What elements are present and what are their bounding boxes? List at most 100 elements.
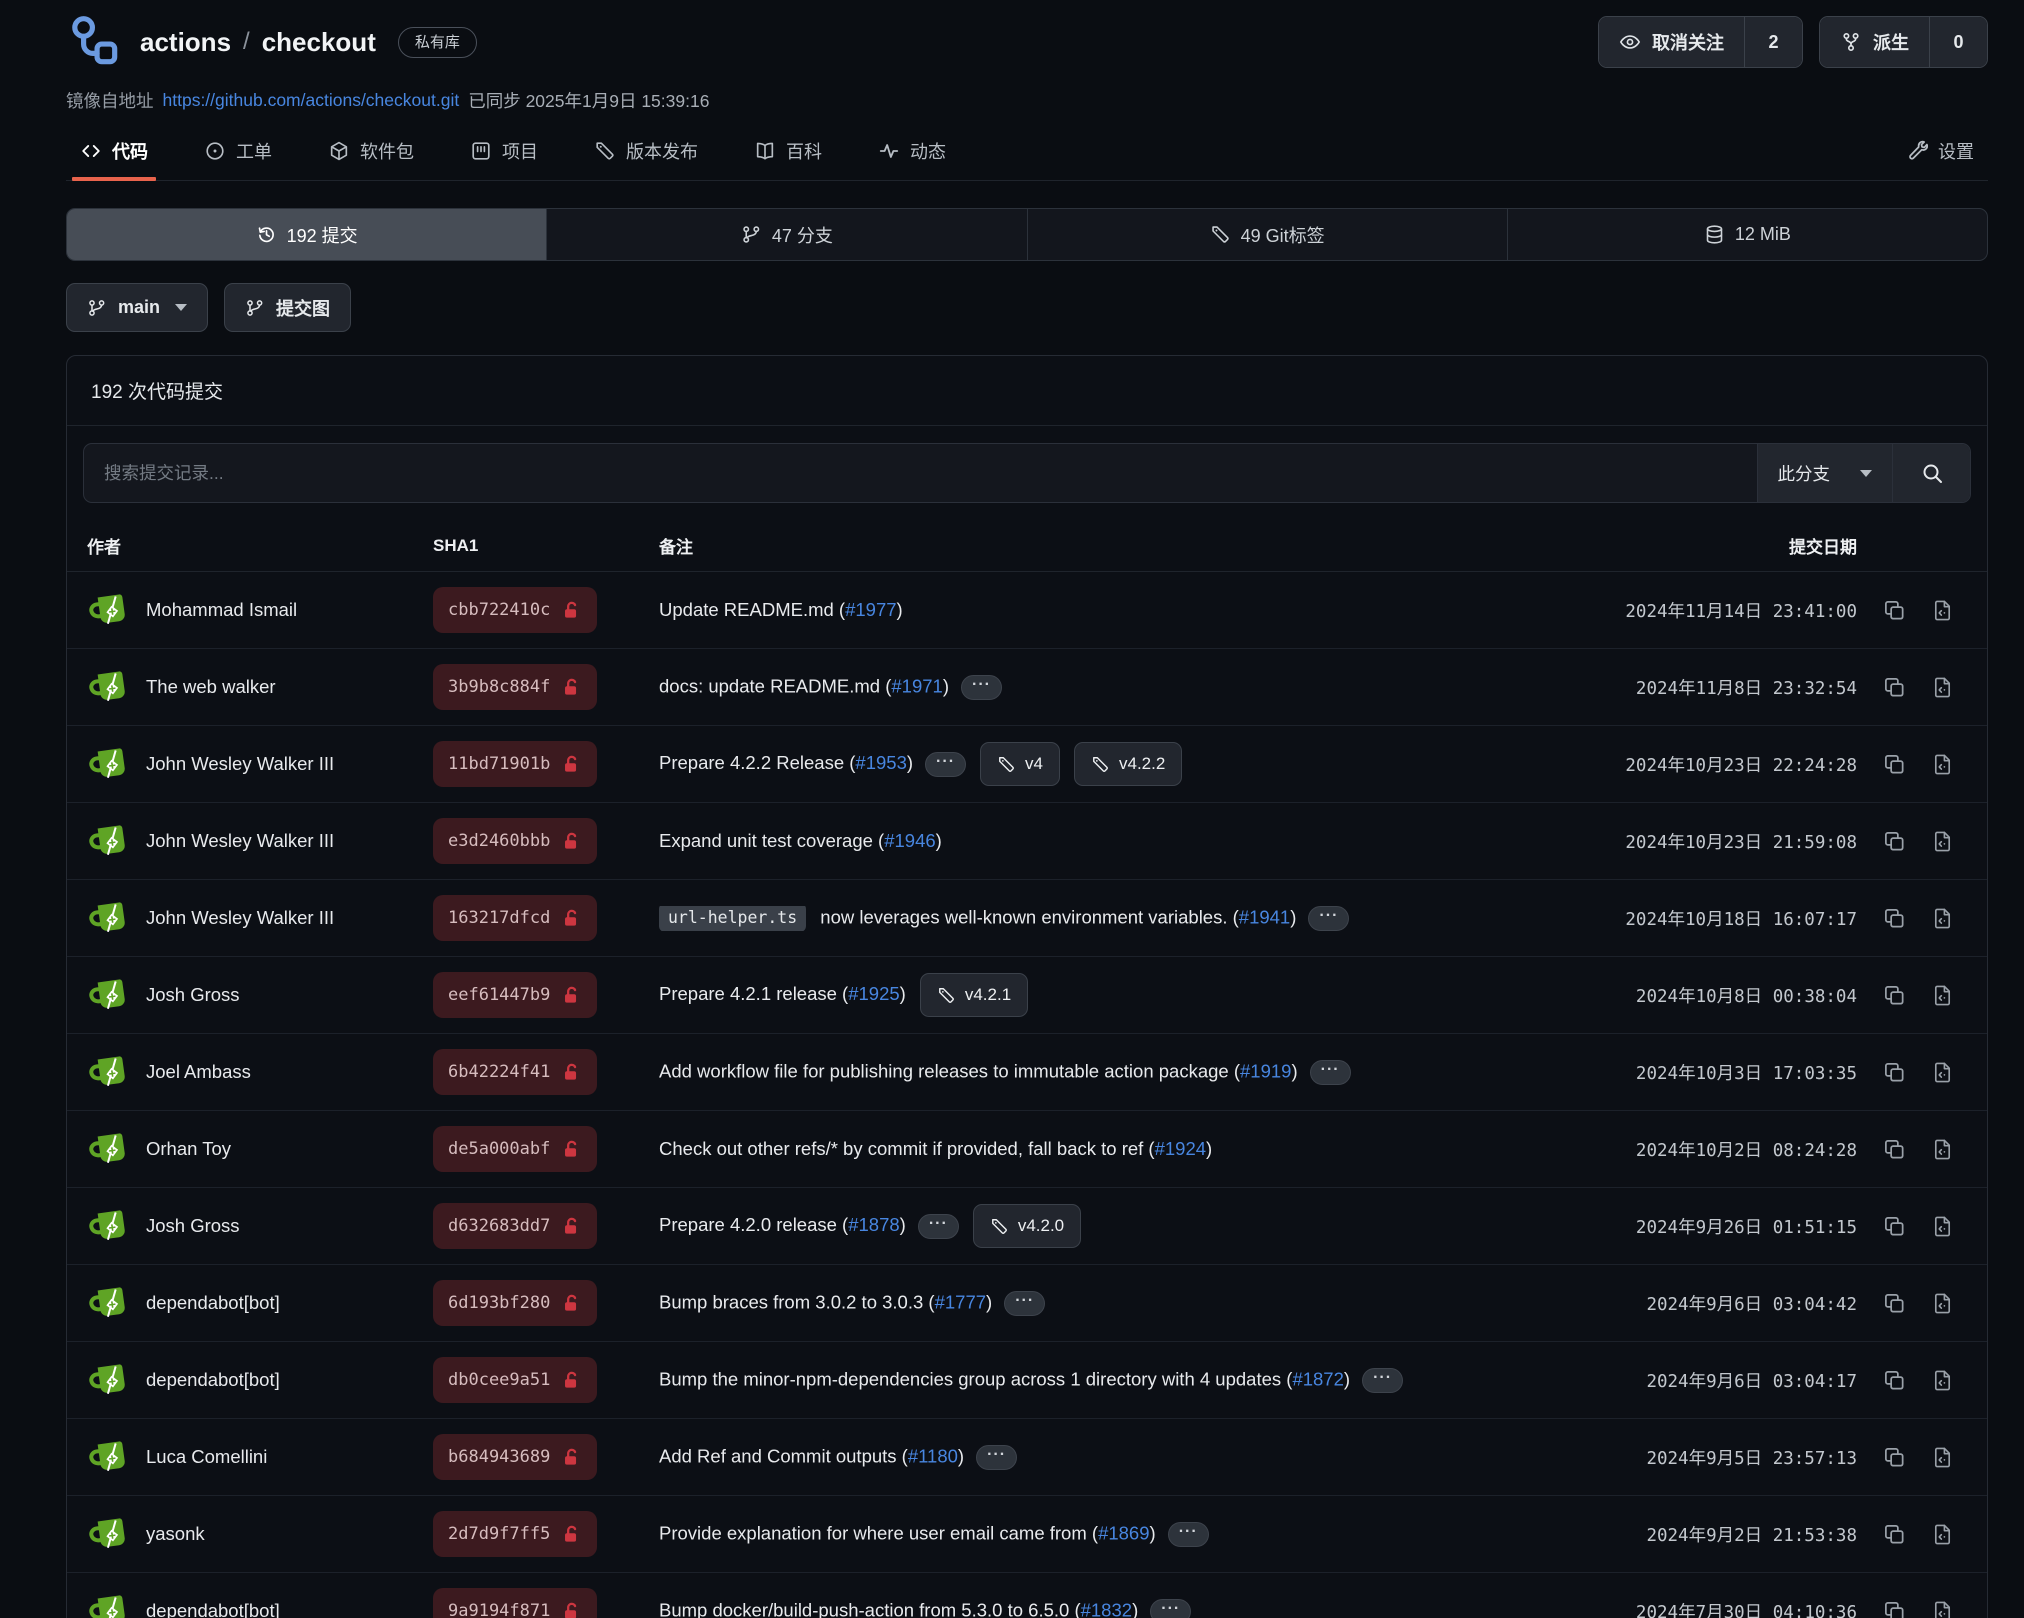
tab-releases[interactable]: 版本发布	[586, 128, 706, 180]
tab-activity[interactable]: 动态	[870, 128, 954, 180]
pr-link[interactable]: #1869	[1098, 1521, 1150, 1543]
copy-sha-button[interactable]	[1871, 1600, 1917, 1618]
commit-sha-link[interactable]: b684943689	[433, 1434, 598, 1480]
expand-commit-body-button[interactable]: ···	[1167, 1521, 1209, 1547]
commit-sha-link[interactable]: de5a000abf	[433, 1126, 598, 1172]
avatar[interactable]	[87, 1050, 131, 1094]
browse-files-button[interactable]	[1917, 1061, 1967, 1084]
copy-sha-button[interactable]	[1871, 830, 1917, 853]
copy-sha-button[interactable]	[1871, 1446, 1917, 1469]
copy-sha-button[interactable]	[1871, 676, 1917, 699]
pr-link[interactable]: #1878	[848, 1213, 900, 1235]
commit-sha-link[interactable]: d632683dd7	[433, 1203, 598, 1249]
pr-link[interactable]: #1925	[848, 982, 900, 1004]
browse-files-button[interactable]	[1917, 1600, 1967, 1618]
browse-files-button[interactable]	[1917, 1369, 1967, 1392]
pr-link[interactable]: #1971	[891, 674, 943, 696]
mirror-url-link[interactable]: https://github.com/actions/checkout.git	[162, 90, 460, 110]
pr-link[interactable]: #1180	[907, 1444, 958, 1466]
pr-link[interactable]: #1919	[1240, 1059, 1292, 1081]
copy-sha-button[interactable]	[1871, 1369, 1917, 1392]
browse-files-button[interactable]	[1917, 1446, 1967, 1469]
copy-sha-button[interactable]	[1871, 1215, 1917, 1238]
repo-name-link[interactable]: checkout	[261, 26, 376, 57]
tab-issues[interactable]: 工单	[196, 128, 280, 180]
expand-commit-body-button[interactable]: ···	[1309, 1059, 1351, 1085]
tab-packages[interactable]: 软件包	[320, 128, 422, 180]
browse-files-button[interactable]	[1917, 599, 1967, 622]
expand-commit-body-button[interactable]: ···	[961, 674, 1002, 700]
tag-chip-v4.2.2[interactable]: v4.2.2	[1074, 742, 1183, 786]
commit-sha-link[interactable]: cbb722410c	[433, 587, 598, 633]
avatar[interactable]	[87, 665, 131, 709]
tab-settings[interactable]: 设置	[1898, 128, 1982, 180]
copy-sha-button[interactable]	[1871, 1292, 1917, 1315]
commit-sha-link[interactable]: 2d7d9f7ff5	[433, 1511, 598, 1557]
tag-chip-v4.2.0[interactable]: v4.2.0	[972, 1204, 1082, 1248]
commit-sha-link[interactable]: db0cee9a51	[433, 1357, 598, 1403]
fork-button[interactable]: 派生	[1820, 17, 1929, 67]
browse-files-button[interactable]	[1917, 1215, 1967, 1238]
copy-sha-button[interactable]	[1871, 1523, 1917, 1546]
avatar[interactable]	[87, 1204, 131, 1248]
pr-link[interactable]: #1946	[884, 830, 936, 851]
tab-wiki[interactable]: 百科	[746, 128, 830, 180]
browse-files-button[interactable]	[1917, 753, 1967, 776]
stat-commits[interactable]: 192 提交	[67, 209, 547, 260]
commit-sha-link[interactable]: 3b9b8c884f	[433, 664, 598, 710]
expand-commit-body-button[interactable]: ···	[1308, 905, 1350, 931]
copy-sha-button[interactable]	[1871, 1138, 1917, 1161]
pr-link[interactable]: #1832	[1080, 1598, 1133, 1618]
commit-sha-link[interactable]: 163217dfcd	[433, 895, 598, 941]
stat-branches[interactable]: 47 分支	[546, 209, 1026, 260]
avatar[interactable]	[87, 588, 131, 632]
pr-link[interactable]: #1924	[1154, 1138, 1207, 1159]
copy-sha-button[interactable]	[1871, 1061, 1917, 1084]
pr-link[interactable]: #1872	[1292, 1367, 1344, 1389]
avatar[interactable]	[87, 1589, 131, 1618]
watchers-count-button[interactable]: 2	[1744, 17, 1802, 67]
tab-code[interactable]: 代码	[72, 128, 156, 181]
commit-sha-link[interactable]: 11bd71901b	[433, 741, 598, 787]
expand-commit-body-button[interactable]: ···	[1004, 1290, 1046, 1316]
avatar[interactable]	[87, 1512, 131, 1556]
avatar[interactable]	[87, 1281, 131, 1325]
copy-sha-button[interactable]	[1871, 907, 1917, 930]
stat-size[interactable]: 12 MiB	[1506, 209, 1987, 260]
unwatch-button[interactable]: 取消关注	[1599, 17, 1744, 67]
pr-link[interactable]: #1977	[845, 599, 897, 620]
stat-tags[interactable]: 49 Git标签	[1026, 209, 1507, 260]
expand-commit-body-button[interactable]: ···	[1150, 1598, 1192, 1618]
search-button[interactable]	[1892, 444, 1970, 502]
tab-projects[interactable]: 项目	[462, 128, 546, 180]
expand-commit-body-button[interactable]: ···	[1362, 1367, 1404, 1393]
commit-sha-link[interactable]: eef61447b9	[433, 972, 598, 1018]
copy-sha-button[interactable]	[1871, 984, 1917, 1007]
avatar[interactable]	[87, 819, 131, 863]
pr-link[interactable]: #1777	[934, 1290, 987, 1312]
browse-files-button[interactable]	[1917, 907, 1967, 930]
avatar[interactable]	[87, 1435, 131, 1479]
avatar[interactable]	[87, 1358, 131, 1402]
avatar[interactable]	[87, 742, 131, 786]
browse-files-button[interactable]	[1917, 1523, 1967, 1546]
branch-filter-dropdown[interactable]: 此分支	[1756, 444, 1892, 502]
commit-sha-link[interactable]: 6b42224f41	[433, 1049, 598, 1095]
browse-files-button[interactable]	[1917, 1292, 1967, 1315]
browse-files-button[interactable]	[1917, 1138, 1967, 1161]
forks-count-button[interactable]: 0	[1929, 17, 1987, 67]
expand-commit-body-button[interactable]: ···	[917, 1213, 959, 1239]
branch-selector[interactable]: main	[66, 283, 209, 332]
avatar[interactable]	[87, 1127, 131, 1171]
commit-graph-button[interactable]: 提交图	[224, 283, 352, 332]
repo-owner-link[interactable]: actions	[140, 26, 232, 57]
commit-search-input[interactable]	[84, 444, 1757, 502]
pr-link[interactable]: #1953	[855, 751, 907, 773]
commit-sha-link[interactable]: 6d193bf280	[433, 1280, 598, 1326]
avatar[interactable]	[87, 973, 131, 1017]
tag-chip-v4.2.1[interactable]: v4.2.1	[919, 973, 1029, 1017]
tag-chip-v4[interactable]: v4	[980, 742, 1060, 786]
expand-commit-body-button[interactable]: ···	[925, 751, 967, 777]
pr-link[interactable]: #1941	[1238, 905, 1291, 927]
commit-sha-link[interactable]: e3d2460bbb	[433, 818, 598, 864]
